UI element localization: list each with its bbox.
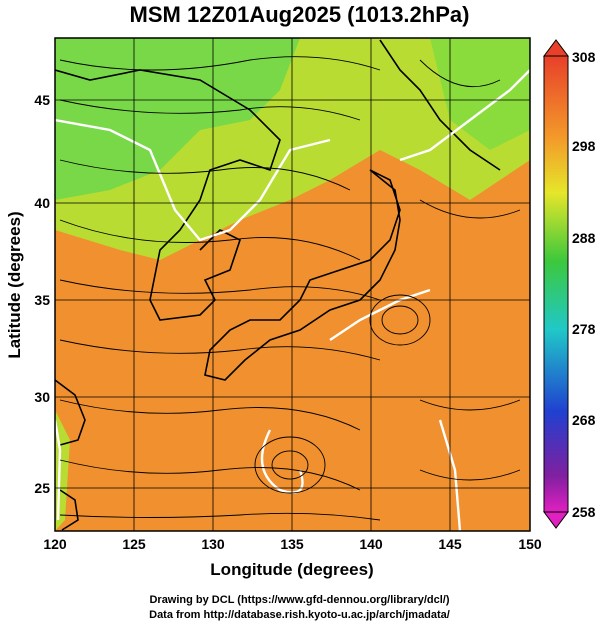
x-tick-label: 135 xyxy=(280,536,304,552)
y-axis-ticks: 25 30 35 40 45 xyxy=(34,92,50,496)
y-tick-label: 25 xyxy=(34,480,50,496)
map-title: MSM 12Z01Aug2025 (1013.2hPa) xyxy=(129,2,470,27)
temperature-field xyxy=(55,38,530,531)
y-tick-label: 45 xyxy=(34,92,50,108)
y-axis-label: Latitude (degrees) xyxy=(5,211,24,358)
map-grid xyxy=(55,38,530,531)
x-tick-label: 140 xyxy=(359,536,383,552)
wind-streamlines xyxy=(59,56,521,521)
colorbar-tick-label: 258 xyxy=(572,504,596,520)
colorbar-tick-label: 298 xyxy=(572,138,596,154)
y-tick-label: 40 xyxy=(34,195,50,211)
x-axis-label: Longitude (degrees) xyxy=(210,560,373,579)
y-tick-label: 35 xyxy=(34,292,50,308)
temperature-contours xyxy=(55,69,530,531)
map-frame xyxy=(54,37,531,532)
colorbar-tick-label: 288 xyxy=(572,230,596,246)
x-tick-label: 145 xyxy=(438,536,462,552)
x-axis-ticks: 120 125 130 135 140 145 150 xyxy=(43,536,542,552)
coastlines xyxy=(55,39,501,531)
colorbar-tick-label: 308 xyxy=(572,49,596,65)
y-tick-label: 30 xyxy=(34,389,50,405)
x-tick-label: 120 xyxy=(43,536,67,552)
credits-drawing: Drawing by DCL (https://www.gfd-dennou.o… xyxy=(149,594,450,606)
x-tick-label: 125 xyxy=(122,536,146,552)
colorbar: 308 298 288 278 268 258 xyxy=(543,39,596,529)
colorbar-tick-label: 278 xyxy=(572,321,596,337)
colorbar-tick-label: 268 xyxy=(572,412,596,428)
x-tick-label: 150 xyxy=(518,536,542,552)
credits-data: Data from http://database.rish.kyoto-u.a… xyxy=(149,609,450,621)
x-tick-label: 130 xyxy=(201,536,225,552)
